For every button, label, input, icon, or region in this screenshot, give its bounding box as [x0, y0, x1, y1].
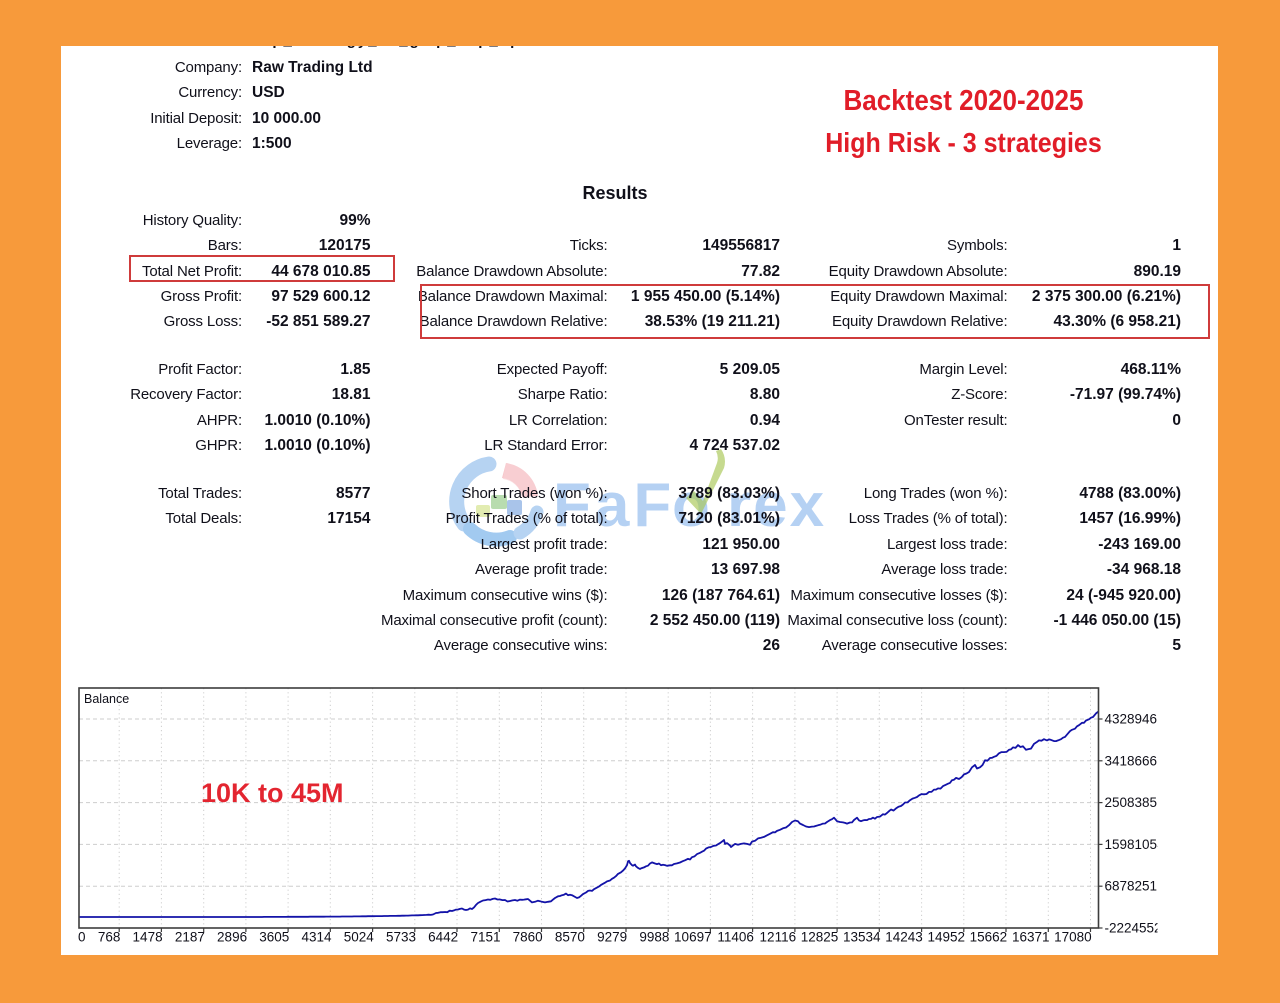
- svg-text:9988: 9988: [639, 930, 669, 945]
- svg-text:2187: 2187: [175, 930, 205, 945]
- svg-text:Balance: Balance: [84, 692, 129, 706]
- svg-text:rex: rex: [727, 471, 826, 540]
- svg-text:10697: 10697: [674, 930, 712, 945]
- svg-text:0: 0: [78, 930, 86, 945]
- svg-text:8570: 8570: [555, 930, 585, 945]
- svg-text:25083857: 25083857: [1105, 795, 1165, 810]
- svg-text:12825: 12825: [801, 930, 839, 945]
- svg-text:6442: 6442: [428, 930, 458, 945]
- svg-text:2896: 2896: [217, 930, 247, 945]
- svg-text:9279: 9279: [597, 930, 627, 945]
- svg-text:34186660: 34186660: [1105, 753, 1165, 768]
- svg-text:16371: 16371: [1012, 930, 1050, 945]
- svg-text:15981054: 15981054: [1105, 837, 1166, 852]
- svg-text:5733: 5733: [386, 930, 416, 945]
- svg-text:7860: 7860: [513, 930, 543, 945]
- svg-text:3605: 3605: [259, 930, 289, 945]
- svg-text:10K to 45M: 10K to 45M: [201, 778, 344, 808]
- svg-text:17080: 17080: [1054, 930, 1092, 945]
- svg-text:6878251: 6878251: [1105, 879, 1158, 894]
- svg-text:43289463: 43289463: [1105, 712, 1165, 727]
- svg-text:768: 768: [98, 930, 121, 945]
- svg-text:15662: 15662: [970, 930, 1008, 945]
- svg-text:5024: 5024: [344, 930, 375, 945]
- svg-text:11406: 11406: [717, 930, 754, 945]
- svg-text:12116: 12116: [760, 930, 797, 945]
- svg-text:14243: 14243: [885, 930, 923, 945]
- svg-text:13534: 13534: [843, 930, 881, 945]
- svg-text:14952: 14952: [927, 930, 965, 945]
- svg-text:7151: 7151: [470, 930, 500, 945]
- svg-text:FaF: FaF: [553, 471, 675, 540]
- svg-text:4314: 4314: [301, 930, 332, 945]
- svg-text:1478: 1478: [133, 930, 163, 945]
- svg-text:-2224552: -2224552: [1105, 921, 1162, 936]
